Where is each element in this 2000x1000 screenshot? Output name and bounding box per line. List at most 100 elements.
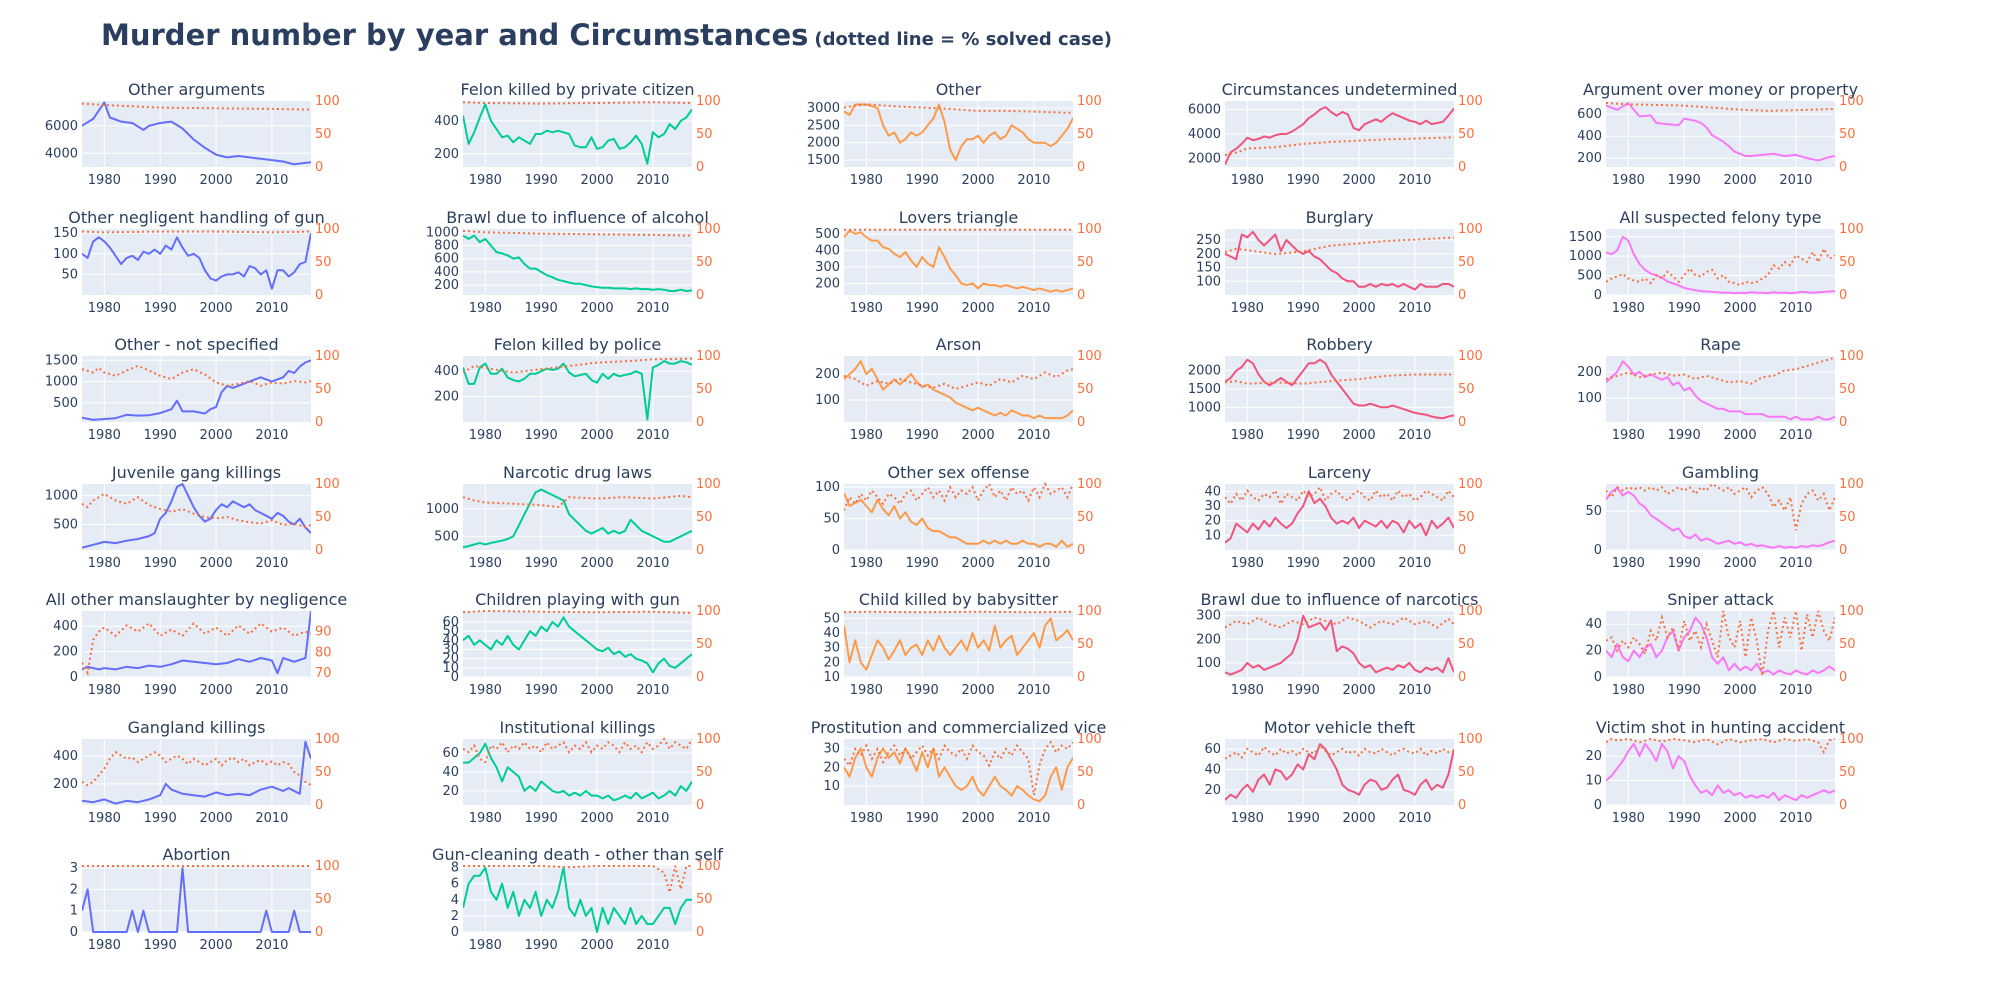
murder-count-line xyxy=(1606,102,1835,162)
x-tick-label: 1980 xyxy=(1612,428,1645,443)
x-tick-label: 1980 xyxy=(1231,301,1264,316)
solved-percent-line xyxy=(1606,737,1835,755)
y-tick-label: 1500 xyxy=(1569,230,1602,245)
plot-background xyxy=(1606,739,1835,805)
y2-tick-label: 0 xyxy=(1839,415,1847,430)
y-tick-label: 20 xyxy=(1585,644,1602,659)
x-tick-label: 2000 xyxy=(1724,173,1757,188)
y-tick-label: 500 xyxy=(434,529,459,544)
panel-title: Circumstances undetermined xyxy=(1222,80,1458,99)
x-tick-label: 1990 xyxy=(1668,301,1701,316)
y2-tick-label: 100 xyxy=(1077,94,1102,109)
panel-title: Felon killed by police xyxy=(494,335,662,354)
x-tick-label: 2010 xyxy=(1779,811,1812,826)
x-tick-label: 2010 xyxy=(255,301,288,316)
y-tick-label: 600 xyxy=(434,252,459,267)
panel-title: Other - not specified xyxy=(114,335,278,354)
murder-count-line xyxy=(1606,742,1835,802)
y2-tick-label: 50 xyxy=(315,765,332,780)
plot-background xyxy=(1606,484,1835,550)
y2-tick-label: 100 xyxy=(1077,222,1102,237)
y2-tick-label: 0 xyxy=(1077,670,1085,685)
murder-count-line xyxy=(463,742,692,802)
panel-title: Institutional killings xyxy=(500,718,656,737)
x-tick-label: 1980 xyxy=(88,301,121,316)
y2-tick-label: 0 xyxy=(1839,543,1847,558)
x-tick-label: 2000 xyxy=(962,173,995,188)
y-tick-label: 100 xyxy=(815,393,840,408)
x-tick-label: 2010 xyxy=(1398,683,1431,698)
solved-percent-line xyxy=(82,364,311,387)
x-tick-label: 2010 xyxy=(636,173,669,188)
x-tick-label: 1990 xyxy=(525,556,558,571)
x-tick-label: 1990 xyxy=(1668,556,1701,571)
y2-tick-label: 50 xyxy=(315,255,332,270)
x-tick-label: 1980 xyxy=(88,811,121,826)
panel: 1980 1990 2000 2010 1500 2000 2500 3000 0 50 100 Ot… xyxy=(807,80,1102,188)
y2-tick-label: 100 xyxy=(315,859,340,874)
y2-tick-label: 100 xyxy=(1839,94,1864,109)
x-tick-label: 2010 xyxy=(636,938,669,953)
solved-percent-line xyxy=(1606,356,1835,385)
panel-title: Victim shot in hunting accident xyxy=(1596,718,1845,737)
murder-count-line xyxy=(463,866,692,933)
y-tick-label: 200 xyxy=(434,390,459,405)
panel-title: Gun-cleaning death - other than self xyxy=(432,845,723,864)
x-tick-label: 1990 xyxy=(1668,811,1701,826)
solved-percent-line xyxy=(82,230,311,234)
solved-percent-line xyxy=(1225,373,1454,385)
y-tick-label: 0 xyxy=(451,670,459,685)
y2-tick-label: 50 xyxy=(1077,765,1094,780)
plot-background xyxy=(1225,484,1454,550)
panel-title: Rape xyxy=(1700,335,1741,354)
x-tick-label: 2000 xyxy=(200,301,233,316)
x-tick-label: 1990 xyxy=(906,683,939,698)
y-tick-label: 1000 xyxy=(426,502,459,517)
plot-background xyxy=(82,611,311,677)
y2-tick-label: 100 xyxy=(1458,349,1483,364)
y-tick-label: 600 xyxy=(1577,107,1602,122)
panel-title: Larceny xyxy=(1308,463,1371,482)
x-tick-label: 2010 xyxy=(1017,428,1050,443)
panel: 1980 1990 2000 2010 1000 1500 2000 0 50 100 Robber… xyxy=(1188,335,1483,443)
y2-tick-label: 90 xyxy=(315,625,332,640)
solved-percent-line xyxy=(844,103,1073,114)
x-tick-label: 1990 xyxy=(906,301,939,316)
x-tick-label: 1980 xyxy=(88,428,121,443)
y-tick-label: 200 xyxy=(815,367,840,382)
panel: 1980 1990 2000 2010 200 400 0 50 100 Gangland kil… xyxy=(53,718,340,826)
panel: 1980 1990 2000 2010102030050100Prostitution… xyxy=(811,718,1107,826)
y-tick-label: 0 xyxy=(1594,543,1602,558)
y-tick-label: 500 xyxy=(53,518,78,533)
panel-title: All other manslaughter by negligence xyxy=(46,590,348,609)
y2-tick-label: 100 xyxy=(696,222,721,237)
panel-title: Argument over money or property xyxy=(1583,80,1858,99)
y-tick-label: 10 xyxy=(823,670,840,685)
y-tick-label: 0 xyxy=(1594,798,1602,813)
y-tick-label: 50 xyxy=(823,512,840,527)
panel: 1980 1990 2000 2010 0 1 2 3 0 50 100 Abortion xyxy=(70,845,340,953)
y2-tick-label: 50 xyxy=(1458,255,1475,270)
y-tick-label: 400 xyxy=(53,619,78,634)
y2-tick-label: 100 xyxy=(696,859,721,874)
y-tick-label: 4000 xyxy=(1188,127,1221,142)
y-tick-label: 1000 xyxy=(45,489,78,504)
y2-tick-label: 100 xyxy=(1458,604,1483,619)
y-tick-label: 1000 xyxy=(1188,400,1221,415)
plot-background xyxy=(82,739,311,805)
x-tick-label: 2010 xyxy=(636,301,669,316)
y2-tick-label: 50 xyxy=(696,382,713,397)
y-tick-label: 3000 xyxy=(807,101,840,116)
y2-tick-label: 100 xyxy=(315,477,340,492)
x-tick-label: 1980 xyxy=(88,556,121,571)
panel-title: Arson xyxy=(936,335,982,354)
x-tick-label: 1990 xyxy=(1668,683,1701,698)
plot-background xyxy=(82,484,311,550)
y-tick-label: 0 xyxy=(70,670,78,685)
y-tick-label: 50 xyxy=(442,624,459,639)
murder-count-line xyxy=(1225,490,1454,544)
y-tick-label: 20 xyxy=(442,784,459,799)
x-tick-label: 2000 xyxy=(200,556,233,571)
